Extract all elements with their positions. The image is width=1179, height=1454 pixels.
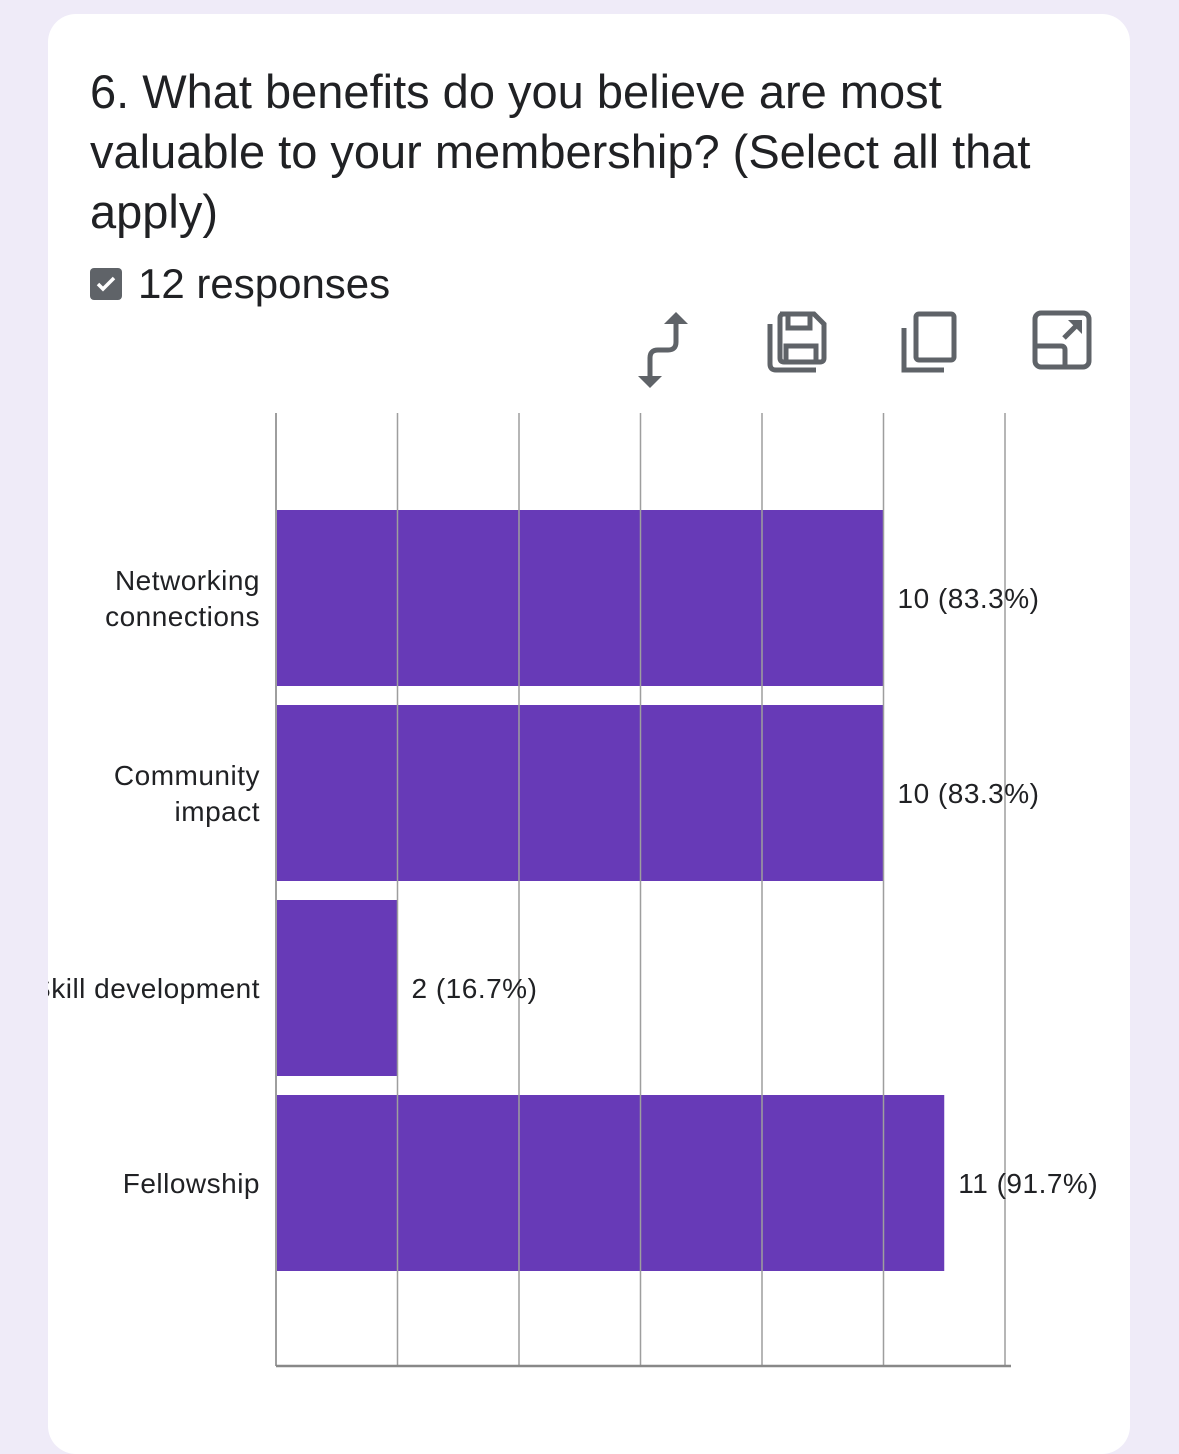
category-label: connections [105, 601, 260, 632]
category-label: Community [114, 760, 260, 791]
bar-chart: Networking connections 10 (83.3%) Community… [48, 413, 1098, 1368]
expand-icon[interactable] [1032, 310, 1096, 374]
bar [276, 1095, 945, 1271]
data-label: 11 (91.7%) [958, 1168, 1098, 1199]
copy-icon[interactable] [900, 310, 964, 374]
checkbox-icon [90, 268, 122, 300]
category-label: Fellowship [123, 1168, 260, 1199]
bar [276, 510, 884, 686]
response-count-text: 12 responses [138, 260, 391, 307]
question-card: 6. What benefits do you believe are most… [48, 14, 1130, 1454]
question-title: 6. What benefits do you believe are most… [90, 65, 1031, 238]
save-icon[interactable] [766, 310, 830, 374]
data-label: 2 (16.7%) [412, 973, 538, 1004]
response-count: 12 responses [90, 260, 390, 308]
data-label: 10 (83.3%) [898, 583, 1040, 614]
swap-axes-icon[interactable] [636, 310, 700, 388]
category-label: impact [175, 796, 260, 827]
category-label: Skill development [48, 973, 260, 1004]
category-label: Networking [115, 565, 260, 596]
bar [276, 900, 398, 1076]
bar [276, 705, 884, 881]
data-label: 10 (83.3%) [898, 778, 1040, 809]
